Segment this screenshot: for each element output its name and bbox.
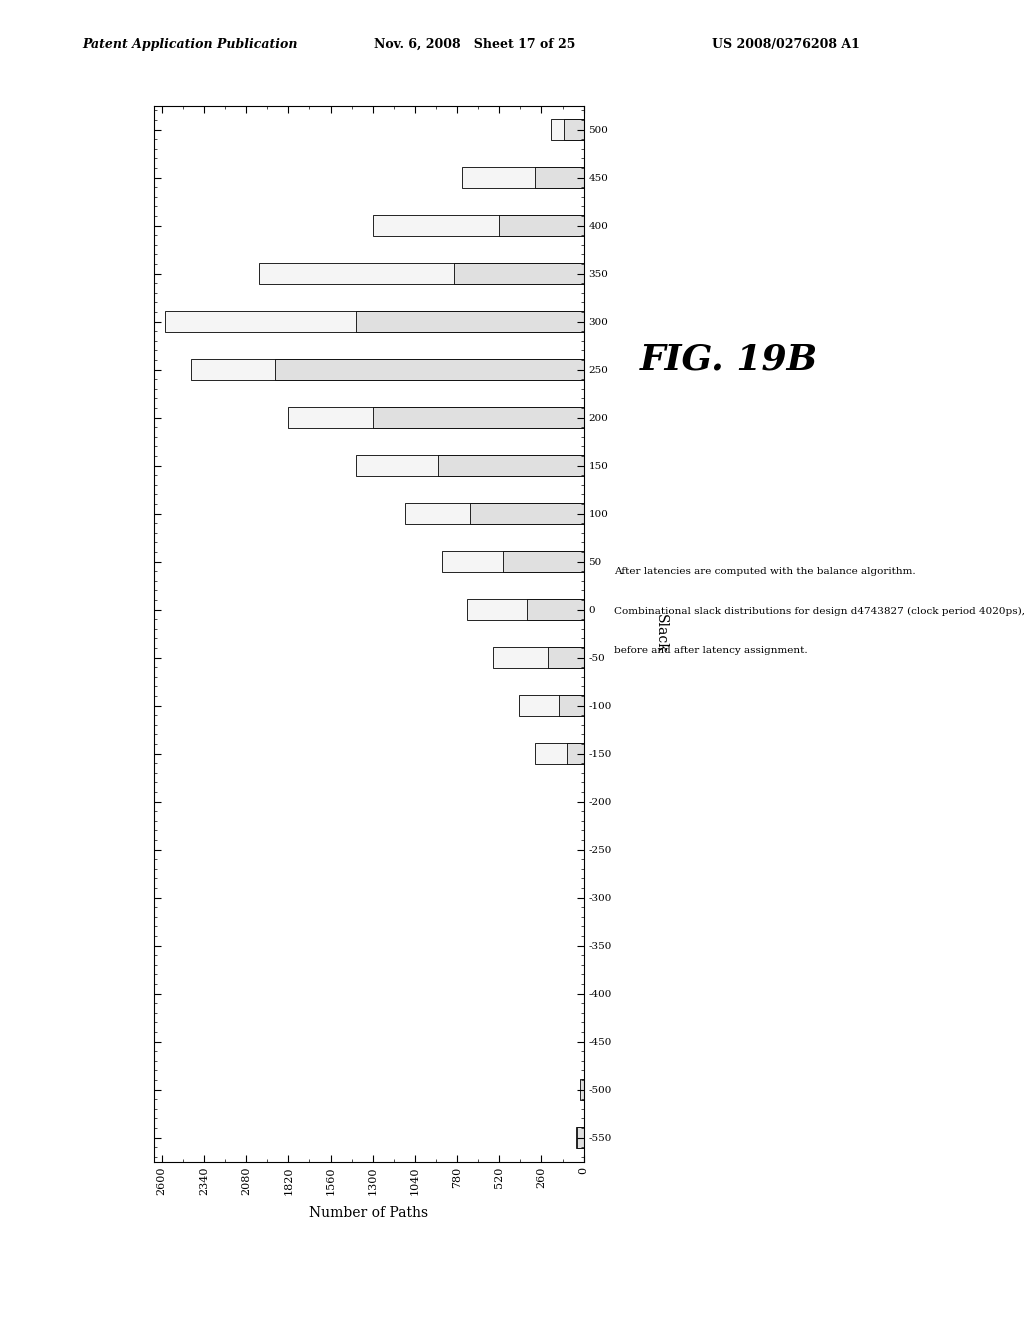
Bar xyxy=(373,407,584,428)
Bar xyxy=(519,696,584,717)
Text: Nov. 6, 2008   Sheet 17 of 25: Nov. 6, 2008 Sheet 17 of 25 xyxy=(374,37,575,50)
Y-axis label: Slack: Slack xyxy=(653,614,668,653)
Bar xyxy=(575,1127,584,1148)
Text: Patent Application Publication: Patent Application Publication xyxy=(82,37,297,50)
Bar xyxy=(190,359,584,380)
Bar xyxy=(559,696,584,717)
Bar xyxy=(406,503,584,524)
Bar xyxy=(165,312,584,333)
Bar xyxy=(356,455,584,477)
Bar xyxy=(470,503,584,524)
Bar xyxy=(578,1127,584,1148)
Text: FIG. 19B: FIG. 19B xyxy=(640,343,818,376)
Bar xyxy=(581,1078,584,1100)
Text: before and after latency assignment.: before and after latency assignment. xyxy=(614,647,808,656)
Bar xyxy=(275,359,584,380)
Text: After latencies are computed with the balance algorithm.: After latencies are computed with the ba… xyxy=(614,568,916,577)
Bar xyxy=(535,168,584,189)
Bar xyxy=(500,215,584,236)
Bar xyxy=(582,1078,584,1100)
Bar xyxy=(567,743,584,764)
Bar xyxy=(462,168,584,189)
Bar xyxy=(564,119,584,140)
Bar xyxy=(373,215,584,236)
Bar xyxy=(493,647,584,668)
Bar xyxy=(454,263,584,284)
Text: Combinational slack distributions for design d4743827 (clock period 4020ps),: Combinational slack distributions for de… xyxy=(614,607,1024,616)
Bar xyxy=(535,743,584,764)
Bar xyxy=(467,599,584,620)
Bar xyxy=(259,263,584,284)
Bar xyxy=(356,312,584,333)
Bar xyxy=(442,550,584,572)
Bar xyxy=(551,119,584,140)
Bar xyxy=(527,599,584,620)
Bar xyxy=(548,647,584,668)
Bar xyxy=(503,550,584,572)
Text: US 2008/0276208 A1: US 2008/0276208 A1 xyxy=(712,37,859,50)
Bar xyxy=(437,455,584,477)
Bar xyxy=(289,407,584,428)
X-axis label: Number of Paths: Number of Paths xyxy=(309,1206,428,1220)
